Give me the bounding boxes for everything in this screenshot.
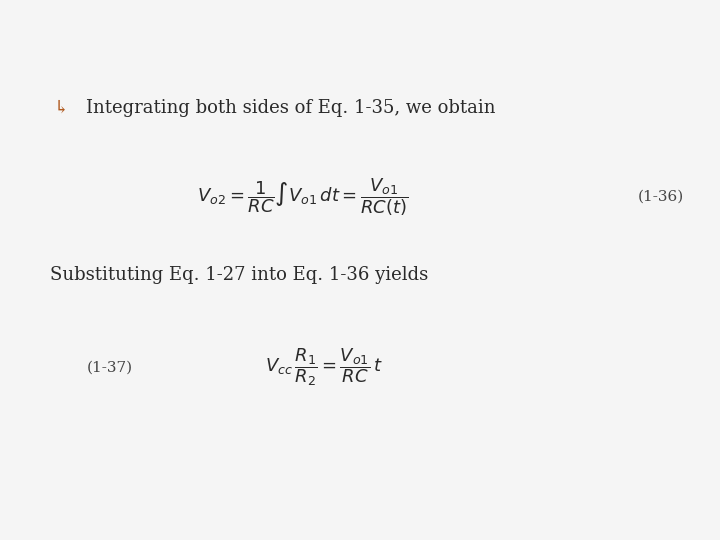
Text: Integrating both sides of Eq. 1-35, we obtain: Integrating both sides of Eq. 1-35, we o…: [86, 99, 496, 117]
Text: Substituting Eq. 1-27 into Eq. 1-36 yields: Substituting Eq. 1-27 into Eq. 1-36 yiel…: [50, 266, 428, 285]
Text: ↳: ↳: [53, 99, 69, 117]
Text: (1-36): (1-36): [638, 190, 684, 204]
Text: $V_{cc}\,\dfrac{R_1}{R_2} = \dfrac{V_{o1}}{RC}\,t$: $V_{cc}\,\dfrac{R_1}{R_2} = \dfrac{V_{o1…: [265, 346, 383, 388]
Text: $V_{o2} = \dfrac{1}{RC}\int V_{o1}\, dt = \dfrac{V_{o1}}{RC(t)}$: $V_{o2} = \dfrac{1}{RC}\int V_{o1}\, dt …: [197, 176, 408, 218]
Text: (1-37): (1-37): [86, 360, 132, 374]
